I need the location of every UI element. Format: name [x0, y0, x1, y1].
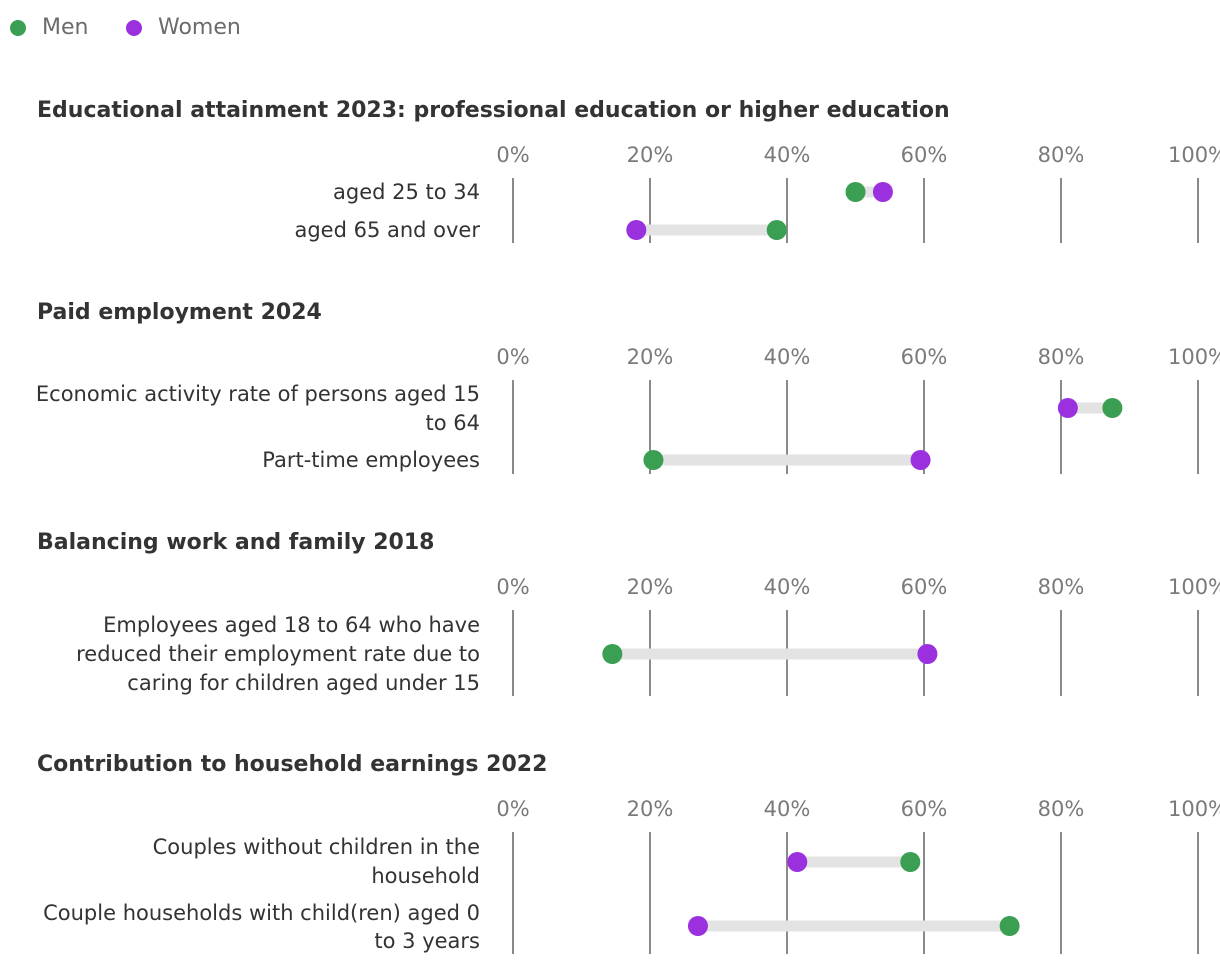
x-tick-label: 40% [764, 575, 811, 599]
row-label: to 64 [426, 411, 480, 435]
point-women [787, 852, 808, 872]
point-men [643, 450, 664, 470]
x-tick-label: 20% [627, 575, 674, 599]
row-label: aged 25 to 34 [333, 180, 480, 204]
panel-title: Paid employment 2024 [37, 300, 322, 325]
row-label: aged 65 and over [294, 218, 480, 242]
row-label: reduced their employment rate due to [76, 642, 480, 666]
x-tick-label: 80% [1038, 797, 1085, 821]
x-tick-label: 60% [901, 345, 948, 369]
panel-3: Balancing work and family 2018 0% 20% 40% 60… [37, 530, 1220, 696]
legend-marker-women [126, 20, 142, 36]
point-women [687, 916, 708, 936]
x-tick-label: 0% [496, 143, 529, 167]
point-men [845, 182, 866, 202]
row-label: caring for children aged under 15 [127, 671, 480, 695]
legend: Men Women [10, 15, 241, 40]
x-tick-label: 0% [496, 797, 529, 821]
row-label: to 3 years [374, 929, 480, 953]
legend-marker-men [10, 20, 26, 36]
row-label: Couples without children in the [153, 835, 480, 859]
chart-panels: Educational attainment 2023: professiona… [36, 98, 1220, 954]
x-tick-label: 60% [901, 143, 948, 167]
x-tick-label: 20% [627, 345, 674, 369]
x-tick-label: 40% [764, 345, 811, 369]
point-women [1057, 398, 1078, 418]
x-tick-label: 60% [901, 575, 948, 599]
x-tick-label: 0% [496, 345, 529, 369]
x-tick-label: 100% [1168, 143, 1220, 167]
x-tick-label: 100% [1168, 345, 1220, 369]
point-men [766, 220, 787, 240]
x-tick-label: 40% [764, 143, 811, 167]
point-women [872, 182, 893, 202]
x-tick-label: 80% [1038, 345, 1085, 369]
point-women [626, 220, 647, 240]
legend-label-men: Men [42, 15, 88, 40]
x-tick-label: 20% [627, 797, 674, 821]
panel-title: Balancing work and family 2018 [37, 530, 434, 555]
panel-4: Contribution to household earnings 2022 0… [37, 752, 1220, 954]
x-tick-label: 60% [901, 797, 948, 821]
x-tick-label: 100% [1168, 575, 1220, 599]
row-label: household [371, 864, 480, 888]
legend-label-women: Women [158, 15, 241, 40]
x-tick-label: 0% [496, 575, 529, 599]
row-label: Employees aged 18 to 64 who have [103, 613, 480, 637]
point-men [602, 644, 623, 664]
point-men [999, 916, 1020, 936]
x-tick-label: 80% [1038, 575, 1085, 599]
panel-2: Paid employment 2024 0% 20% 40% 60% 80% 100% Ec… [36, 300, 1220, 474]
point-women [917, 644, 938, 664]
x-tick-label: 100% [1168, 797, 1220, 821]
row-label: Economic activity rate of persons aged 1… [36, 382, 480, 406]
point-women [910, 450, 931, 470]
point-men [1102, 398, 1123, 418]
row-label: Couple households with child(ren) aged 0 [43, 901, 480, 925]
panel-1: Educational attainment 2023: professiona… [37, 98, 1220, 243]
point-men [900, 852, 921, 872]
panel-title: Educational attainment 2023: professiona… [37, 98, 950, 123]
panel-title: Contribution to household earnings 2022 [37, 752, 547, 777]
x-tick-label: 20% [627, 143, 674, 167]
x-tick-label: 40% [764, 797, 811, 821]
x-tick-label: 80% [1038, 143, 1085, 167]
row-label: Part-time employees [262, 448, 480, 472]
